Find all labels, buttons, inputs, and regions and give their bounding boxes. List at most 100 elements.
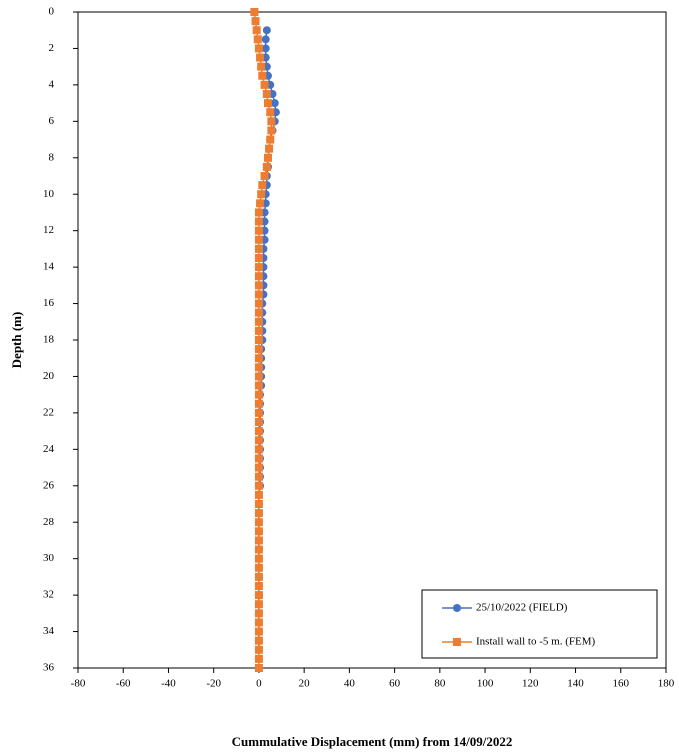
data-point xyxy=(257,190,266,199)
data-point xyxy=(254,408,263,417)
y-tick-label: 4 xyxy=(49,78,55,90)
data-point xyxy=(258,71,267,80)
data-point xyxy=(254,290,263,299)
x-tick-label: 0 xyxy=(256,678,262,690)
y-tick-label: 0 xyxy=(49,6,55,18)
data-point xyxy=(266,108,275,117)
data-point xyxy=(261,44,270,53)
legend-marker xyxy=(453,638,461,646)
data-point xyxy=(260,80,269,89)
legend-marker xyxy=(453,604,461,612)
data-point xyxy=(254,326,263,335)
x-tick-label: 120 xyxy=(522,678,539,690)
data-point xyxy=(254,399,263,408)
data-point xyxy=(258,181,267,190)
data-point xyxy=(262,26,271,35)
data-point xyxy=(254,509,263,518)
data-point xyxy=(254,272,263,281)
data-point xyxy=(254,572,263,581)
data-point xyxy=(263,99,272,108)
data-point xyxy=(263,153,272,162)
y-tick-label: 10 xyxy=(43,188,55,200)
data-point xyxy=(267,117,276,126)
data-point xyxy=(254,664,263,672)
data-point xyxy=(253,35,262,44)
x-tick-label: 100 xyxy=(477,678,494,690)
data-point xyxy=(252,26,261,35)
data-point xyxy=(254,636,263,645)
data-point xyxy=(254,527,263,536)
data-point xyxy=(254,427,263,436)
data-point xyxy=(257,62,266,71)
data-point xyxy=(265,144,274,153)
data-point xyxy=(254,463,263,472)
y-tick-label: 20 xyxy=(43,370,55,382)
data-point xyxy=(254,390,263,399)
data-point xyxy=(254,618,263,627)
data-point xyxy=(254,226,263,235)
data-point xyxy=(261,35,270,44)
data-point xyxy=(267,126,276,135)
y-tick-label: 6 xyxy=(49,115,55,127)
data-point xyxy=(254,545,263,554)
data-point xyxy=(254,445,263,454)
data-point xyxy=(254,244,263,253)
x-tick-label: -60 xyxy=(116,678,131,690)
y-tick-label: 36 xyxy=(43,662,55,674)
x-tick-label: 60 xyxy=(389,678,401,690)
data-point xyxy=(254,317,263,326)
data-point xyxy=(254,263,263,272)
data-point xyxy=(254,44,263,53)
data-point xyxy=(254,563,263,572)
x-tick-label: -20 xyxy=(206,678,221,690)
data-point xyxy=(254,554,263,563)
y-tick-label: 26 xyxy=(43,479,55,491)
data-point xyxy=(254,381,263,390)
legend-box xyxy=(421,589,658,659)
y-tick-label: 16 xyxy=(43,297,55,309)
data-point xyxy=(254,536,263,545)
data-point xyxy=(254,208,263,217)
data-point xyxy=(254,308,263,317)
y-tick-label: 2 xyxy=(49,42,55,54)
data-point xyxy=(254,600,263,609)
data-point xyxy=(250,8,259,16)
x-tick-label: 160 xyxy=(613,678,630,690)
y-axis-title: Depth (m) xyxy=(9,312,24,369)
y-tick-label: 18 xyxy=(43,334,55,346)
data-point xyxy=(254,345,263,354)
x-tick-label: 40 xyxy=(344,678,356,690)
data-point xyxy=(260,172,269,180)
data-point xyxy=(254,645,263,654)
data-point xyxy=(254,336,263,344)
x-tick-label: 80 xyxy=(434,678,446,690)
y-tick-label: 34 xyxy=(43,625,55,637)
data-point xyxy=(251,17,260,26)
data-point xyxy=(254,627,263,636)
x-tick-label: 20 xyxy=(299,678,311,690)
legend-label: 25/10/2022 (FIELD) xyxy=(476,602,568,614)
data-point xyxy=(254,436,263,445)
y-tick-label: 22 xyxy=(43,406,54,418)
data-point xyxy=(254,454,263,463)
data-point xyxy=(254,591,263,600)
data-point xyxy=(256,53,265,62)
y-tick-label: 8 xyxy=(49,151,55,163)
data-point xyxy=(254,254,263,262)
x-tick-label: -80 xyxy=(71,678,86,690)
data-point xyxy=(254,217,263,226)
y-tick-label: 12 xyxy=(43,224,54,236)
y-tick-label: 14 xyxy=(43,261,55,273)
plot-frame xyxy=(77,11,667,669)
data-point xyxy=(254,281,263,290)
data-point xyxy=(270,99,279,108)
x-axis-title: Cummulative Displacement (mm) from 14/09… xyxy=(232,734,513,749)
y-tick-label: 24 xyxy=(43,443,55,455)
data-point xyxy=(254,418,263,426)
x-tick-label: 140 xyxy=(567,678,584,690)
data-point xyxy=(262,162,271,171)
y-tick-label: 32 xyxy=(43,589,54,601)
data-point xyxy=(254,582,263,590)
x-tick-label: 180 xyxy=(658,678,675,690)
